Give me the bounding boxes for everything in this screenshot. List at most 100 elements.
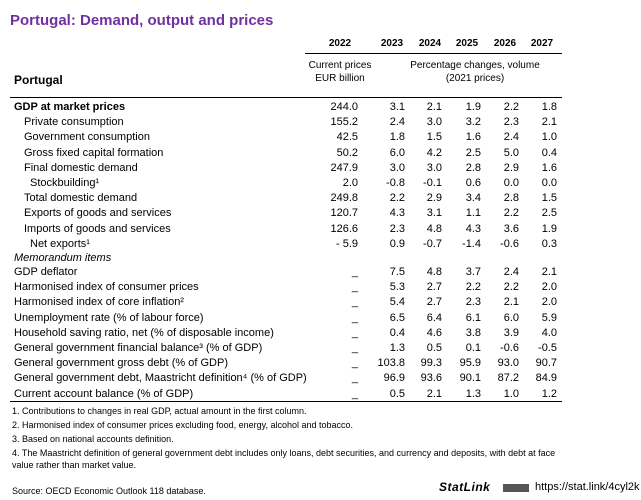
cell: 2.3 [389,222,405,235]
cell: 2.4 [503,131,519,144]
note: 2. Harmonised index of consumer prices e… [12,420,354,430]
row-label: GDP deflator [14,266,78,278]
row-label: Exports of goods and services [24,207,172,220]
cell: -0.6 [500,237,519,250]
cell: 103.8 [377,357,405,370]
row-label: Final domestic demand [24,161,138,174]
row-label: General government debt, Maastricht defi… [14,372,307,385]
cell: 2.0 [541,281,557,294]
cell: 3.6 [503,222,519,235]
cell: 1.0 [541,131,557,144]
memorandum-title: Memorandum items [14,252,112,264]
cell: - 5.9 [335,237,358,250]
cell: _ [351,342,358,354]
cell: 1.0 [503,387,519,400]
cell: 0.1 [465,342,481,354]
cell: 99.3 [420,357,442,370]
cell: _ [351,326,358,339]
cell: 1.9 [541,222,557,235]
cell: 4.8 [426,266,442,278]
note: 4. The Maastricht definition of general … [12,448,556,470]
row-label: Current account balance (% of GDP) [14,387,194,400]
cell: 249.8 [330,192,358,205]
row-label: Household saving ratio, net (% of dispos… [14,326,274,339]
cell: 96.9 [383,372,405,385]
cell: 6.0 [503,311,519,324]
row-label: Government consumption [24,131,150,144]
cell: 6.5 [389,311,405,324]
statlink-url[interactable]: https://stat.link/4cyl2k [535,481,640,493]
rule [10,97,562,98]
cell: 5.4 [389,296,405,309]
cell: 50.2 [336,146,358,159]
cell: 84.9 [535,372,557,385]
cell: -0.7 [423,237,442,250]
cell: 42.5 [336,131,358,144]
cell: 0.5 [389,387,405,400]
cell: 2.1 [426,101,442,113]
cell: 2.3 [465,296,481,309]
cell: 1.6 [465,131,481,144]
cell: 6.0 [389,146,405,159]
cell: 3.7 [465,266,481,278]
row-label: General government gross debt (% of GDP) [14,357,228,370]
cell: 4.3 [465,222,481,235]
cell: 87.2 [497,372,519,385]
cell: 4.0 [541,326,557,339]
cell: 5.3 [389,281,405,294]
statlink-brand: StatLink [439,480,491,494]
cell: 2.8 [465,161,481,174]
cell: 4.8 [426,222,442,235]
rule [305,53,562,54]
cell: 0.4 [389,326,405,339]
unit-current: Current prices EUR billion [308,60,372,84]
cell: 1.3 [465,387,481,400]
cell: 1.8 [541,101,557,113]
row-label: Private consumption [24,116,124,129]
cell: 6.1 [465,311,481,324]
cell: _ [351,311,358,324]
cell: 3.0 [389,161,405,174]
title: Portugal: Demand, output and prices [10,12,274,29]
row-label: Gross fixed capital formation [24,146,164,159]
cell: 2.2 [465,281,481,294]
cell: 126.6 [330,222,358,235]
cell: 90.1 [459,372,481,385]
cell: 2.1 [503,296,519,309]
cell: 7.5 [389,266,405,278]
cell: 1.6 [541,161,557,174]
cell: 2.0 [541,296,557,309]
cell: 1.5 [541,192,557,205]
country: Portugal [14,73,63,87]
cell: _ [351,266,358,278]
cell: 2.3 [503,116,519,129]
cell: 3.0 [426,116,442,129]
cell: 2.1 [541,116,557,129]
cell: -1.4 [462,237,481,250]
cell: -0.5 [538,342,557,354]
cell: 1.8 [389,131,405,144]
year-header: 2022 [328,38,352,49]
row-label: Stockbuilding¹ [30,177,100,189]
cell: 2.9 [426,192,442,205]
cell: _ [351,387,358,400]
cell: 1.3 [389,342,405,354]
cell: 1.1 [465,207,481,220]
cell: 4.6 [426,326,442,339]
cell: 2.1 [541,266,557,278]
cell: 2.2 [503,101,519,113]
cell: _ [351,281,358,294]
cell: 3.4 [465,192,481,205]
cell: -0.1 [423,177,442,189]
cell: 3.1 [389,101,405,113]
cell: 5.9 [541,311,557,324]
statlink-icon [503,484,529,492]
cell: 244.0 [330,101,358,113]
year-header: 2025 [455,38,479,49]
cell: 2.5 [541,207,557,220]
cell: 3.2 [465,116,481,129]
cell: _ [351,357,358,370]
row-label: Imports of goods and services [24,222,171,235]
cell: 1.5 [426,131,442,144]
